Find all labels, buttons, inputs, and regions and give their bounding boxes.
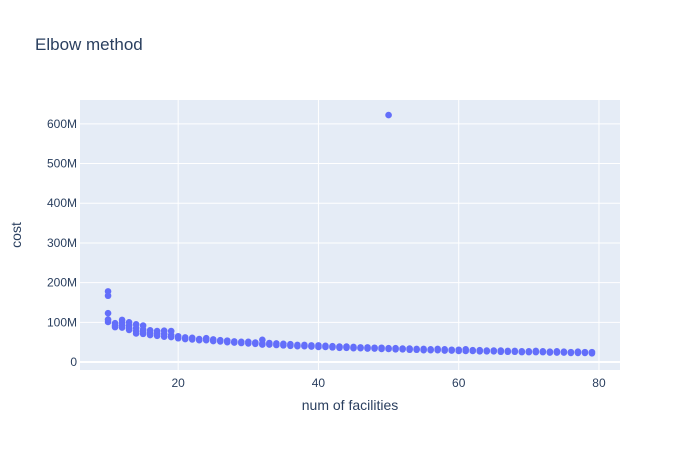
x-gridlines [177,100,600,370]
data-point[interactable] [350,344,357,352]
data-point[interactable] [392,346,399,353]
data-point[interactable] [245,340,252,347]
data-point[interactable] [146,331,154,339]
data-point[interactable] [111,323,119,331]
data-point[interactable] [174,334,182,342]
data-point[interactable] [364,345,371,352]
data-point[interactable] [294,342,301,350]
data-point[interactable] [574,349,582,357]
data-point[interactable] [469,347,477,355]
data-point[interactable] [329,344,336,351]
y-tick-label: 200M [47,276,77,290]
data-point[interactable] [118,324,126,331]
data-point[interactable] [230,339,238,346]
data-point[interactable] [153,332,161,340]
data-point[interactable] [588,350,596,357]
data-point[interactable] [139,330,147,338]
data-point[interactable] [420,346,427,354]
x-tick-labels: 20 40 60 80 [172,376,606,390]
data-point[interactable] [315,343,322,351]
chart-title: Elbow method [35,35,143,54]
data-point[interactable] [427,346,434,354]
data-point[interactable] [497,348,505,356]
data-point[interactable] [273,341,280,349]
y-tick-label: 400M [47,196,77,210]
y-tick-label: 100M [47,315,77,329]
data-point[interactable] [357,344,364,352]
data-point[interactable] [413,346,420,354]
y-tick-label: 600M [47,117,77,131]
y-gridlines [80,123,620,364]
plot-area [80,100,620,370]
data-point[interactable] [546,349,554,356]
data-point[interactable] [252,340,259,348]
x-tick-label: 80 [592,376,606,390]
x-tick-label: 20 [172,376,186,390]
data-point[interactable] [301,342,308,350]
data-point[interactable] [462,347,470,355]
data-point[interactable] [385,111,392,119]
data-point[interactable] [483,348,491,355]
data-point[interactable] [160,333,168,340]
data-point[interactable] [259,341,266,348]
data-point[interactable] [441,347,448,354]
data-point[interactable] [336,344,343,352]
data-point[interactable] [553,349,561,356]
data-point[interactable] [125,326,133,334]
data-point[interactable] [132,330,140,337]
x-tick-label: 40 [312,376,326,390]
data-point[interactable] [371,345,378,352]
data-point[interactable] [385,345,392,353]
data-point[interactable] [195,336,203,344]
data-point[interactable] [280,342,287,349]
data-point[interactable] [504,348,512,356]
data-point[interactable] [322,343,329,351]
data-point[interactable] [399,346,406,353]
y-axis-title: cost [8,222,24,248]
data-point[interactable] [511,348,519,356]
y-tick-labels: 0 100M 200M 300M 400M 500M 600M [47,117,77,369]
scatter-series [104,111,596,357]
data-point[interactable] [188,336,196,343]
data-point[interactable] [518,348,526,356]
x-tick-label: 60 [452,376,466,390]
data-point[interactable] [455,347,463,355]
data-point[interactable] [202,336,210,344]
data-point[interactable] [532,348,540,356]
data-point[interactable] [104,309,112,317]
data-point[interactable] [223,338,231,346]
y-tick-label: 300M [47,236,77,250]
data-point[interactable] [237,339,245,347]
data-point[interactable] [539,348,547,356]
x-axis-title: num of facilities [302,397,398,413]
data-point[interactable] [181,335,189,343]
data-point[interactable] [266,341,273,348]
data-point[interactable] [343,344,350,352]
data-point[interactable] [448,347,455,354]
data-point[interactable] [104,292,112,300]
y-tick-label: 0 [70,355,77,369]
data-point[interactable] [567,349,575,357]
data-point[interactable] [209,337,217,345]
y-tick-label: 500M [47,157,77,171]
data-point[interactable] [287,342,294,350]
data-point[interactable] [525,348,533,356]
data-point[interactable] [560,349,568,356]
data-point[interactable] [308,343,315,350]
data-point[interactable] [104,318,112,326]
data-point[interactable] [167,333,175,341]
data-point[interactable] [378,345,385,353]
data-point[interactable] [216,338,224,345]
data-point[interactable] [490,348,498,355]
data-point[interactable] [476,348,484,355]
data-point[interactable] [581,349,589,357]
data-point[interactable] [434,346,441,354]
data-point[interactable] [406,346,413,354]
